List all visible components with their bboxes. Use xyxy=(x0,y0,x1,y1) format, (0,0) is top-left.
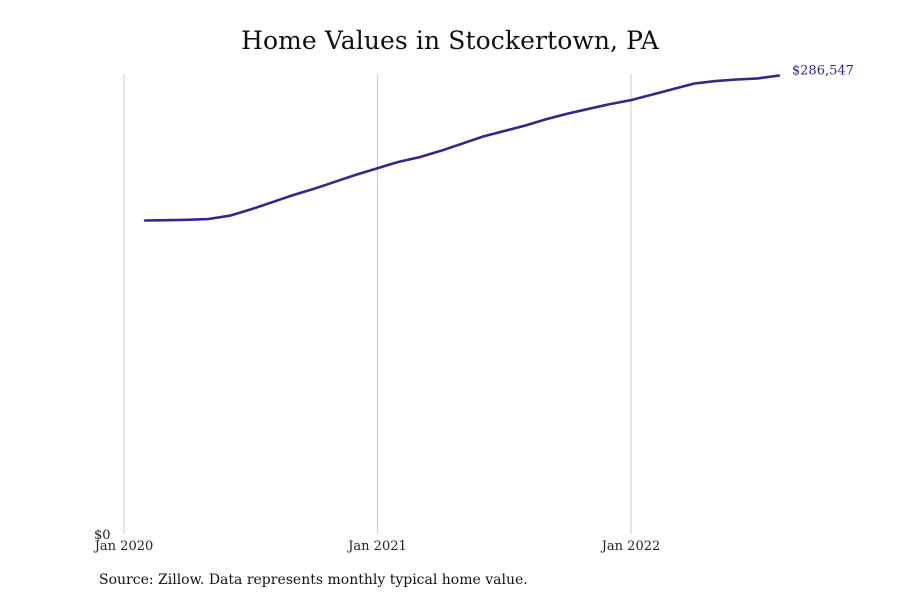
axis-labels: Jan 2020 Jan 2021 Jan 2022 $0 $286,547 xyxy=(93,64,854,554)
x-tick-label-2: Jan 2022 xyxy=(600,539,661,554)
gridlines xyxy=(123,74,632,534)
x-tick-label-0: Jan 2020 xyxy=(93,539,154,554)
end-value-label: $286,547 xyxy=(792,64,854,79)
source-note: Source: Zillow. Data represents monthly … xyxy=(99,572,528,588)
x-tick-label-1: Jan 2021 xyxy=(346,539,407,554)
y-tick-label-0: $0 xyxy=(94,528,111,543)
series-line-0 xyxy=(143,74,781,222)
series-line-layer xyxy=(143,74,781,222)
chart-title: Home Values in Stockertown, PA xyxy=(241,26,659,55)
